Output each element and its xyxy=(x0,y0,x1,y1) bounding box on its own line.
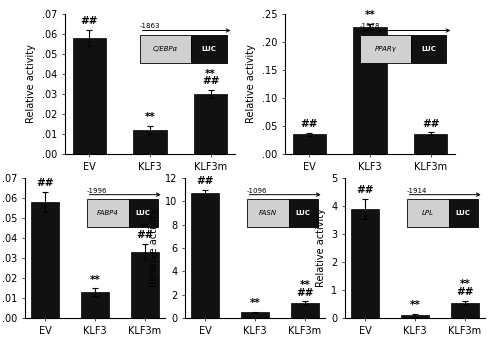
Text: **: ** xyxy=(364,10,376,20)
Text: LUC: LUC xyxy=(296,210,310,216)
Text: LUC: LUC xyxy=(136,210,150,216)
Text: **: ** xyxy=(205,69,216,79)
Text: ##: ## xyxy=(296,288,314,298)
FancyBboxPatch shape xyxy=(411,35,446,63)
Bar xyxy=(352,209,379,318)
Text: PPARγ: PPARγ xyxy=(374,46,396,52)
Text: **: ** xyxy=(90,275,101,285)
Text: LUC: LUC xyxy=(201,46,216,52)
Text: LUC: LUC xyxy=(421,46,436,52)
FancyBboxPatch shape xyxy=(140,35,191,63)
Text: -1996: -1996 xyxy=(86,188,107,194)
Bar xyxy=(192,193,219,318)
Text: **: ** xyxy=(140,223,150,233)
Text: **: ** xyxy=(144,113,156,122)
Text: LPL: LPL xyxy=(422,210,434,216)
FancyBboxPatch shape xyxy=(191,35,226,63)
Text: FASN: FASN xyxy=(258,210,276,216)
FancyBboxPatch shape xyxy=(406,199,449,227)
Text: ##: ## xyxy=(300,119,318,129)
Text: **: ** xyxy=(460,279,470,289)
FancyBboxPatch shape xyxy=(128,199,158,227)
Text: -1978: -1978 xyxy=(360,24,380,29)
Text: **: ** xyxy=(300,280,310,290)
FancyBboxPatch shape xyxy=(360,35,411,63)
Bar xyxy=(242,312,268,318)
Text: ##: ## xyxy=(422,119,440,129)
Bar xyxy=(414,134,448,154)
Text: ##: ## xyxy=(456,287,473,297)
Text: -1863: -1863 xyxy=(140,24,160,29)
FancyBboxPatch shape xyxy=(288,199,318,227)
Bar xyxy=(134,130,166,154)
Y-axis label: Relative activity: Relative activity xyxy=(150,209,160,287)
Bar xyxy=(32,202,59,318)
Bar xyxy=(72,38,106,154)
FancyBboxPatch shape xyxy=(246,199,288,227)
Text: ##: ## xyxy=(202,76,220,86)
Bar xyxy=(291,303,318,318)
Text: ##: ## xyxy=(196,176,214,186)
Bar xyxy=(354,27,386,154)
Text: -1096: -1096 xyxy=(246,188,267,194)
Text: ##: ## xyxy=(36,179,54,188)
Text: C/EBPα: C/EBPα xyxy=(152,46,178,52)
Y-axis label: Relative activity: Relative activity xyxy=(246,44,256,123)
Y-axis label: Relative activity: Relative activity xyxy=(316,209,326,287)
Text: -1914: -1914 xyxy=(406,188,427,194)
Text: ##: ## xyxy=(80,16,98,26)
Bar xyxy=(402,315,428,318)
Text: **: ** xyxy=(250,298,260,308)
Y-axis label: Relative activity: Relative activity xyxy=(26,44,36,123)
Bar xyxy=(451,303,478,318)
FancyBboxPatch shape xyxy=(86,199,128,227)
Text: FABP4: FABP4 xyxy=(96,210,118,216)
Bar xyxy=(82,292,108,318)
Text: ##: ## xyxy=(136,231,154,240)
Bar xyxy=(194,94,228,154)
Text: LUC: LUC xyxy=(456,210,470,216)
Bar xyxy=(131,252,158,318)
Bar xyxy=(292,134,326,154)
FancyBboxPatch shape xyxy=(448,199,478,227)
Text: ##: ## xyxy=(356,185,374,195)
Text: **: ** xyxy=(410,300,420,310)
